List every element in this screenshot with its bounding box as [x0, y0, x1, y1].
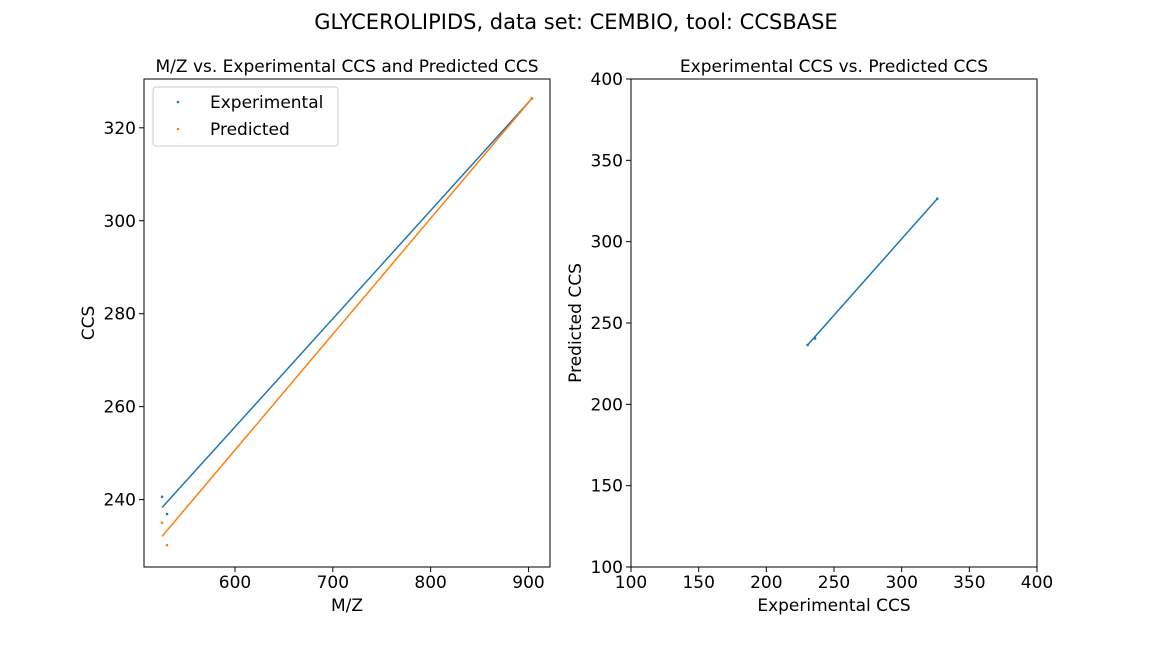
chart-exp-vs-pred-ccs: Experimental CCS vs. Predicted CCS 100 150…: [566, 57, 1053, 616]
series-0-data-point: [806, 343, 809, 347]
y-tick-label: 300: [104, 212, 136, 232]
y-tick-label: 280: [104, 305, 136, 325]
legend: Experimental Predicted: [152, 86, 339, 147]
legend-marker: [176, 127, 180, 131]
series-0-data-point: [813, 337, 817, 340]
y-tick-label: 100: [591, 558, 623, 578]
y-tick-label: 400: [591, 70, 623, 90]
axes-frame: [630, 78, 1038, 568]
series-0-fit-line: [807, 198, 938, 346]
y-tick-label: 260: [104, 398, 136, 418]
x-tick-label: 400: [1021, 573, 1053, 593]
x-tick-label: 800: [414, 573, 446, 593]
series-1-data-point: [530, 96, 534, 100]
y-axis-label: Predicted CCS: [566, 263, 586, 383]
y-tick-label: 250: [591, 314, 623, 334]
x-axis-label: Experimental CCS: [757, 596, 910, 616]
legend-label: Predicted: [210, 120, 290, 140]
figure-suptitle: GLYCEROLIPIDS, data set: CEMBIO, tool: C…: [314, 10, 837, 34]
series-0-data-point: [165, 512, 169, 516]
series-1-fit-line: [161, 98, 533, 537]
x-axis-label: M/Z: [331, 596, 363, 616]
x-tick-label: 900: [512, 573, 544, 593]
axes-frame: [143, 78, 551, 568]
legend-box: [152, 86, 339, 147]
x-tick-label: 200: [750, 573, 782, 593]
x-tick-label: 100: [615, 573, 647, 593]
series-1-data-point: [165, 543, 169, 547]
y-tick-label: 240: [104, 491, 136, 511]
x-tick-label: 600: [219, 573, 251, 593]
axes-title: M/Z vs. Experimental CCS and Predicted C…: [156, 57, 539, 77]
x-tick-label: 700: [317, 573, 349, 593]
series-1-data-point: [160, 521, 164, 525]
series-0-data-point: [935, 197, 939, 201]
axes-title: Experimental CCS vs. Predicted CCS: [680, 57, 988, 77]
y-tick-label: 320: [104, 119, 136, 139]
legend-marker: [176, 100, 180, 104]
x-tick-label: 250: [818, 573, 850, 593]
x-tick-label: 150: [682, 573, 714, 593]
y-tick-label: 150: [591, 477, 623, 497]
x-tick-label: 350: [953, 573, 985, 593]
series-0-fit-line: [161, 98, 533, 509]
y-axis-label: CCS: [79, 306, 99, 341]
legend-label: Experimental: [210, 93, 323, 113]
y-tick-label: 200: [591, 395, 623, 415]
series-0-data-point: [160, 495, 164, 499]
chart-mz-vs-ccs: M/Z vs. Experimental CCS and Predicted C…: [79, 57, 551, 616]
x-tick-label: 300: [885, 573, 917, 593]
y-tick-label: 350: [591, 151, 623, 171]
y-tick-label: 300: [591, 233, 623, 253]
